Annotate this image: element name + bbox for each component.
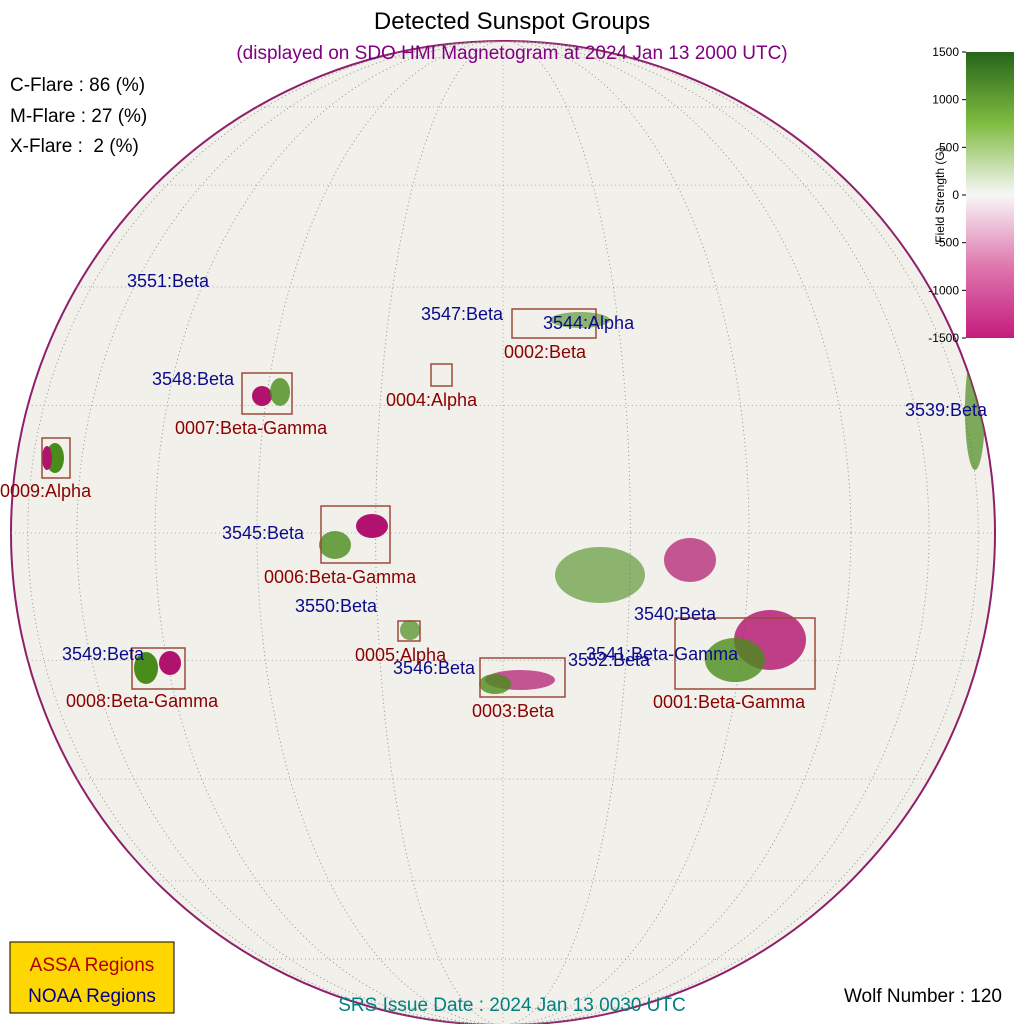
subtitle: (displayed on SDO HMI Magnetogram at 202…	[236, 43, 787, 64]
assa-label: 0008:Beta-Gamma	[66, 691, 219, 711]
colorbar-tick-label: 0	[952, 188, 959, 202]
region-box	[397, 620, 421, 642]
colorbar-tick-label: -1000	[928, 283, 959, 297]
colorbar-tick-label: -500	[935, 236, 959, 250]
region-box	[320, 505, 391, 564]
colorbar-tick-label: -1500	[928, 331, 959, 345]
assa-label: 0009:Alpha	[0, 481, 92, 501]
flare-probability: M-Flare : 27 (%)	[10, 106, 147, 127]
assa-label: 0004:Alpha	[386, 390, 478, 410]
region-box	[131, 647, 186, 690]
assa-label: 0006:Beta-Gamma	[264, 567, 417, 587]
meridian	[375, 41, 631, 1025]
solar-disk	[10, 40, 996, 1026]
region-box	[674, 617, 816, 690]
assa-label: 0007:Beta-Gamma	[175, 418, 328, 438]
meridian	[76, 41, 930, 1025]
assa-label: 0003:Beta	[472, 701, 555, 721]
region-box	[430, 363, 453, 387]
region-box	[511, 308, 597, 339]
noaa-label: 3541:Beta-Gamma	[586, 644, 739, 664]
colorbar	[966, 52, 1014, 338]
region-box	[241, 372, 293, 415]
region-box	[479, 657, 566, 698]
noaa-label: 3544:Alpha	[543, 313, 635, 333]
coordinate-grid	[11, 41, 995, 1025]
legend-entry: ASSA Regions	[30, 955, 155, 976]
region-box	[41, 437, 71, 479]
assa-label: 0001:Beta-Gamma	[653, 692, 806, 712]
noaa-label: 3546:Beta	[393, 658, 476, 678]
assa-label: 0002:Beta	[504, 342, 587, 362]
noaa-label: 3552:Beta	[568, 650, 651, 670]
assa-boxes	[41, 308, 816, 698]
noaa-label: 3545:Beta	[222, 523, 305, 543]
noaa-label: 3551:Beta	[127, 271, 210, 291]
issue-date: SRS Issue Date : 2024 Jan 13 0030 UTC	[338, 995, 685, 1016]
flare-probability: C-Flare : 86 (%)	[10, 75, 145, 96]
legend-entry: NOAA Regions	[28, 986, 156, 1007]
title: Detected Sunspot Groups	[374, 8, 650, 35]
colorbar-label: Field Strength (G)	[933, 147, 947, 242]
magnetic-features	[42, 312, 985, 694]
colorbar-tick-label: 500	[939, 140, 959, 154]
legend-box	[9, 941, 175, 1014]
assa-label: 0005:Alpha	[355, 645, 447, 665]
noaa-label: 3550:Beta	[295, 596, 378, 616]
wolf-number: Wolf Number : 120	[844, 986, 1002, 1007]
noaa-label: 3539:Beta	[905, 400, 988, 420]
noaa-label: 3549:Beta	[62, 644, 145, 664]
colorbar-tick-label: 1500	[932, 45, 959, 59]
flare-probability: X-Flare : 2 (%)	[10, 136, 139, 157]
noaa-label: 3548:Beta	[152, 369, 235, 389]
meridian	[27, 41, 979, 1025]
colorbar-ticks: 1500 1000 500 0 -500 -1000 -1500	[928, 45, 966, 345]
noaa-label: 3540:Beta	[634, 604, 717, 624]
meridian	[256, 41, 750, 1025]
colorbar-tick-label: 1000	[932, 93, 959, 107]
noaa-label: 3547:Beta	[421, 304, 504, 324]
